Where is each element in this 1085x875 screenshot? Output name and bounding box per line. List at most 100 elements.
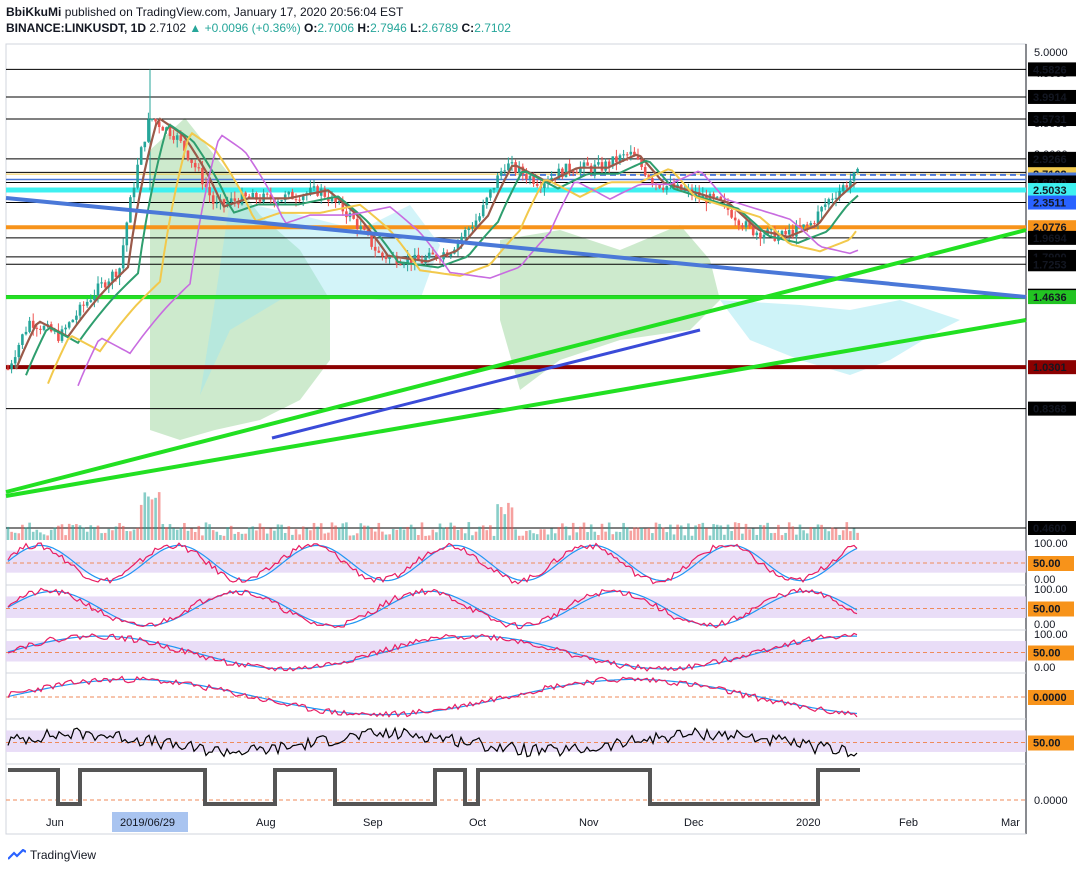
price-tag-label: 1.4636 <box>1033 292 1067 304</box>
volume-bar <box>780 535 784 540</box>
volume-bar <box>766 522 769 540</box>
volume-bar <box>737 523 741 540</box>
candle-body <box>719 196 723 200</box>
symbol-label: BINANCE:LINKUSDT, 1D <box>6 21 147 35</box>
volume-bar <box>334 525 337 540</box>
price-chart[interactable]: 100.00 50.00 0.00 50.00 100.00 50.00 0.00 50.00… <box>0 40 1085 840</box>
price-tag-label: 0.4600 <box>1033 523 1067 535</box>
volume-bar <box>301 526 305 540</box>
osc-main-line <box>7 587 858 630</box>
volume-bar <box>568 535 571 540</box>
candle-body <box>802 224 805 227</box>
candle-body <box>21 334 24 345</box>
x-tick-label: Jun <box>46 817 64 829</box>
volume-bar <box>363 525 366 540</box>
ichimoku-cloud-green-2 <box>500 225 720 390</box>
volume-bar <box>697 523 701 540</box>
trendline-green-lower <box>5 318 1027 498</box>
publish-text: published on TradingView.com, January 17… <box>64 5 404 19</box>
volume-bar <box>517 535 521 540</box>
volume-bar <box>111 530 114 540</box>
candle-body <box>269 194 273 200</box>
volume-bar <box>856 532 859 540</box>
candle-body <box>517 166 521 173</box>
volume-bar <box>640 527 643 540</box>
candle-body <box>103 282 107 288</box>
crosshair-date-box <box>112 812 188 832</box>
candle-body <box>564 163 568 178</box>
candle-body <box>492 187 496 190</box>
volume-bar <box>514 529 517 540</box>
osc-value-tag <box>1028 601 1074 617</box>
candle-body <box>240 192 244 205</box>
tradingview-logo[interactable]: TradingView <box>8 848 96 862</box>
candle-body <box>600 162 604 171</box>
volume-bar <box>759 524 762 540</box>
candle-body <box>733 217 737 221</box>
volume-bar <box>579 526 582 540</box>
price-tag-label: 2.5033 <box>1033 185 1067 197</box>
volume-bar <box>831 527 834 540</box>
author-name[interactable]: BbiKkuMi <box>6 5 62 19</box>
volume-bar <box>222 535 226 540</box>
volume-bar <box>406 526 409 540</box>
volume-bar <box>172 528 175 540</box>
candle-body <box>528 175 532 180</box>
volume-bar <box>183 522 186 540</box>
pane-band <box>6 641 1026 662</box>
osc-value-tag <box>1028 690 1074 705</box>
candle-body <box>93 295 96 301</box>
price-tag-label: 3.5731 <box>1033 114 1067 126</box>
volume-bar <box>309 530 312 540</box>
volume-bar <box>701 522 705 540</box>
candle-body <box>510 162 514 164</box>
volume-bar <box>190 528 193 540</box>
volume-bar <box>499 507 503 540</box>
volume-bar <box>273 530 276 540</box>
candle-body <box>575 172 579 174</box>
price-tag-box <box>1028 360 1076 375</box>
candle-body <box>809 223 813 226</box>
candle-body <box>622 154 625 156</box>
candle-body <box>114 271 118 278</box>
volume-bar <box>10 531 13 540</box>
candle-body <box>330 196 334 202</box>
candle-body <box>42 325 46 330</box>
volume-bar <box>816 524 820 540</box>
candle-body <box>168 127 172 137</box>
candle-body <box>532 175 535 184</box>
candle-body <box>39 328 42 330</box>
candle-body <box>208 187 211 196</box>
candle-body <box>748 221 751 227</box>
candle-body <box>784 231 787 235</box>
candle-body <box>179 135 183 141</box>
volume-bar <box>841 530 845 540</box>
candle-body <box>665 185 669 190</box>
candle-body <box>615 156 618 163</box>
candle-body <box>251 193 255 199</box>
volume-bar <box>208 524 211 540</box>
volume-bar <box>521 535 525 540</box>
pane-band <box>6 596 1026 618</box>
volume-bar <box>496 504 499 540</box>
volume-bar <box>435 532 438 540</box>
volume-bar <box>154 497 157 540</box>
volume-bar <box>17 533 21 540</box>
candle-body <box>229 198 233 202</box>
volume-bar <box>298 534 301 540</box>
candle-body <box>28 320 31 332</box>
volume-bar <box>377 522 381 540</box>
candle-body <box>71 319 75 323</box>
candle-body <box>820 206 823 212</box>
volume-bar <box>82 527 85 540</box>
volume-bar <box>798 524 802 540</box>
volume-bar <box>417 535 420 540</box>
candle-body <box>301 195 305 201</box>
candle-body <box>183 140 186 151</box>
candle-body <box>701 194 705 198</box>
candle-body <box>831 198 834 200</box>
volume-bar <box>723 534 726 540</box>
x-tick-label: Nov <box>579 817 599 829</box>
candle-body <box>816 211 820 224</box>
volume-bar <box>384 534 388 540</box>
